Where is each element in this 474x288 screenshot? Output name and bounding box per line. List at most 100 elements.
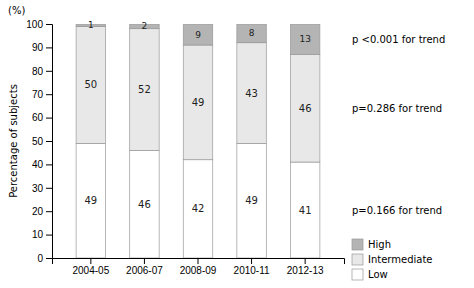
y-tick-mark <box>46 71 52 72</box>
legend-item: Low <box>352 269 388 280</box>
bar-segment <box>76 26 105 143</box>
y-tick: 90 <box>32 42 52 53</box>
y-tick-label: 0 <box>37 253 43 264</box>
bar-segment <box>237 43 266 144</box>
y-tick: 70 <box>32 89 52 100</box>
y-tick-label: 40 <box>32 159 44 170</box>
bar-segment <box>183 45 212 160</box>
y-tick-mark <box>46 164 52 165</box>
series <box>76 26 320 162</box>
y-tick-mark <box>46 235 52 236</box>
y-tick-label: 70 <box>32 89 44 100</box>
y-tick-mark <box>46 118 52 119</box>
data-label: 43 <box>245 88 258 99</box>
y-tick-label: 60 <box>32 112 44 123</box>
annotation: p=0.286 for trend <box>352 103 442 114</box>
data-labels: 49 46 42 49 41 50 52 49 43 46 1 2 9 8 13 <box>84 20 311 215</box>
y-tick-label: 80 <box>32 66 44 77</box>
x-axis-line <box>53 259 345 265</box>
data-label: 46 <box>299 103 312 114</box>
data-label: 13 <box>299 34 310 44</box>
annotation: p=0.166 for trend <box>352 205 442 216</box>
data-label: 49 <box>192 97 205 108</box>
x-tick-mark <box>198 258 199 264</box>
data-label: 9 <box>195 30 201 40</box>
x-tick-mark <box>305 258 306 264</box>
bars <box>76 24 320 258</box>
x-tick-label: 2004-05 <box>72 265 109 276</box>
x-tick-mark <box>144 258 145 264</box>
y-tick-mark <box>46 141 52 142</box>
y-axis: 0 10 20 30 40 50 60 70 80 90 100 <box>26 19 52 264</box>
y-tick-mark <box>46 188 52 189</box>
data-label: 50 <box>84 79 97 90</box>
bar-segment <box>237 24 266 43</box>
bar-segment <box>183 160 212 258</box>
legend-swatch <box>352 254 363 265</box>
data-label: 46 <box>138 199 151 210</box>
data-label: 42 <box>192 203 205 214</box>
y-tick-mark <box>46 211 52 212</box>
y-tick-mark <box>46 24 52 25</box>
x-tick-mark <box>251 258 252 264</box>
legend-swatch <box>352 269 363 280</box>
legend-swatch <box>352 239 363 250</box>
y-tick: 40 <box>32 159 52 170</box>
bar-segment <box>76 143 105 258</box>
x-tick: 2004-05 <box>72 258 109 276</box>
y-tick: 60 <box>32 112 52 123</box>
x-tick: 2012-13 <box>287 258 324 276</box>
x-tick-label: 2006-07 <box>126 265 163 276</box>
x-tick-label: 2008-09 <box>180 265 217 276</box>
annotation: p <0.001 for trend <box>352 34 445 45</box>
plot: 0 10 20 30 40 50 60 70 80 90 100 2004-05 2006-07 2008… <box>26 19 344 276</box>
y-tick-label: 100 <box>26 19 43 30</box>
x-axis: 2004-05 2006-07 2008-09 2010-11 2012-13 <box>53 258 345 276</box>
bar-segment <box>290 162 319 258</box>
y-tick-mark <box>46 258 52 259</box>
y-tick: 100 <box>26 19 52 30</box>
y-tick: 10 <box>32 229 52 240</box>
chart: 0 10 20 30 40 50 60 70 80 90 100 2004-05 2006-07 2008… <box>0 0 474 288</box>
legend: High Intermediate Low <box>352 239 433 280</box>
x-tick-label: 2012-13 <box>287 265 324 276</box>
bar-segment <box>237 143 266 258</box>
y-tick-label: 90 <box>32 42 44 53</box>
legend-label: Intermediate <box>368 254 433 265</box>
y-tick-mark <box>46 47 52 48</box>
x-tick: 2010-11 <box>234 258 270 276</box>
annotation: (%) <box>8 5 25 16</box>
y-tick-label: 10 <box>32 229 44 240</box>
legend-item: Intermediate <box>352 254 433 265</box>
data-label: 52 <box>138 84 151 95</box>
legend-label: High <box>368 239 391 250</box>
y-tick-mark <box>46 94 52 95</box>
x-tick-mark <box>90 258 91 264</box>
x-tick-label: 2010-11 <box>234 265 270 276</box>
bar-segment <box>290 54 319 162</box>
legend-item: High <box>352 239 391 250</box>
y-tick: 20 <box>32 206 52 217</box>
y-axis-title: Percentage of subjects <box>8 84 19 198</box>
y-tick: 30 <box>32 183 52 194</box>
data-label: 41 <box>299 205 312 216</box>
y-tick: 80 <box>32 66 52 77</box>
bar-segment <box>183 24 212 45</box>
y-tick-label: 20 <box>32 206 44 217</box>
data-label: 2 <box>142 21 148 31</box>
series <box>76 143 320 258</box>
series <box>76 24 320 54</box>
legend-label: Low <box>368 269 388 280</box>
bar-segment <box>130 150 159 258</box>
bar-segment <box>130 29 159 151</box>
data-label: 1 <box>88 20 94 30</box>
data-label: 49 <box>84 195 97 206</box>
data-label: 49 <box>245 195 258 206</box>
x-tick: 2008-09 <box>180 258 217 276</box>
y-tick-label: 50 <box>32 136 44 147</box>
y-tick: 0 <box>37 253 52 264</box>
x-tick: 2006-07 <box>126 258 163 276</box>
y-tick: 50 <box>32 136 52 147</box>
y-tick-label: 30 <box>32 183 44 194</box>
data-label: 8 <box>249 28 255 38</box>
